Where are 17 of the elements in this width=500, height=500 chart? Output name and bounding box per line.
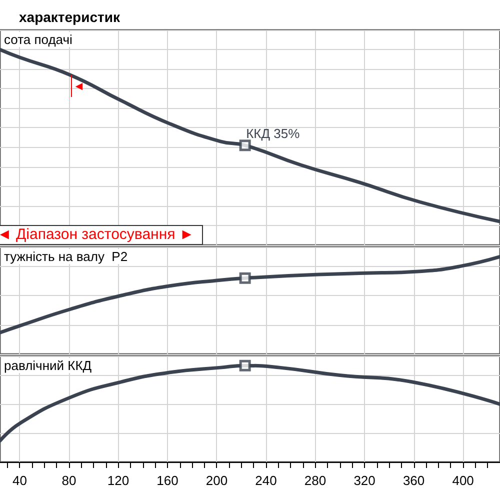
- annotation: ◄ Діапазон застосування ►: [0, 225, 204, 245]
- x-tick-label: 360: [402, 473, 425, 488]
- chart-title: характеристик: [19, 9, 121, 25]
- x-tick-label: 160: [156, 473, 178, 488]
- x-tick-label: 240: [255, 473, 277, 488]
- x-tick-label: 120: [107, 473, 130, 488]
- x-tick-label: 200: [206, 473, 228, 488]
- x-tick-label: 40: [12, 473, 27, 488]
- x-tick-label: 400: [452, 473, 474, 488]
- y-axis-title: сота подачі: [4, 32, 73, 47]
- annotation: ККД 35%: [246, 126, 300, 142]
- x-tick-label: 320: [354, 473, 376, 488]
- y-axis-title: равлічний ККД: [4, 358, 92, 373]
- x-tick-label: 80: [62, 473, 76, 488]
- annotation: ◄: [71, 75, 85, 97]
- y-axis-title: тужність на валу P2: [4, 249, 128, 264]
- x-tick-label: 280: [304, 473, 326, 488]
